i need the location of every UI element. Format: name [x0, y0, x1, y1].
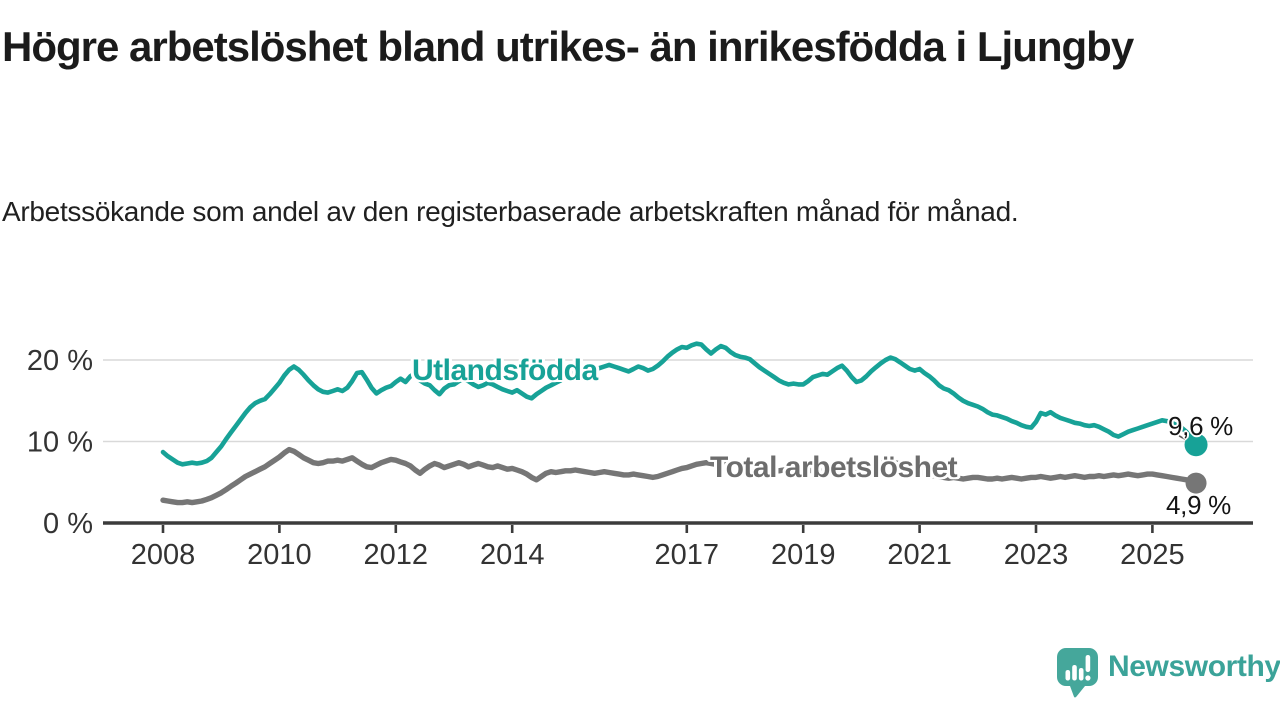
series-line-utlandsfodda — [160, 341, 1199, 467]
y-tick-label: 20 % — [27, 345, 93, 377]
x-tick-label: 2014 — [480, 539, 545, 571]
end-value-label-total: 4,9 % — [1166, 490, 1231, 520]
chart-title: Högre arbetslöshet bland utrikes- än inr… — [2, 23, 1134, 70]
x-tick-label: 2025 — [1120, 539, 1185, 571]
y-tick-label: 0 % — [43, 508, 93, 540]
x-tick-label: 2017 — [655, 539, 720, 571]
series-label-utlandsfodda: Utlandsfödda — [412, 354, 598, 387]
newsworthy-wordmark: Newsworthy — [1108, 650, 1280, 683]
x-tick-label: 2023 — [1004, 539, 1069, 571]
newsworthy-brand-link[interactable]: Newsworthy — [1056, 647, 1280, 699]
newsworthy-logo-icon — [1057, 648, 1098, 698]
x-tick-label: 2021 — [887, 539, 952, 571]
series-line-total — [160, 446, 1199, 506]
chart-subtitle: Arbetssökande som andel av den registerb… — [2, 196, 1019, 227]
end-dot-utlandsfodda — [1184, 433, 1208, 457]
series-label-total-arbetsloshet: Total arbetslöshet — [710, 451, 958, 484]
x-tick-label: 2010 — [247, 539, 312, 571]
x-tick-label: 2008 — [131, 539, 196, 571]
y-tick-label: 10 % — [27, 427, 93, 459]
x-tick-label: 2019 — [771, 539, 836, 571]
x-tick-label: 2012 — [364, 539, 429, 571]
end-value-label-utlandsfodda: 9,6 % — [1168, 411, 1233, 441]
end-dot-total — [1185, 472, 1207, 494]
